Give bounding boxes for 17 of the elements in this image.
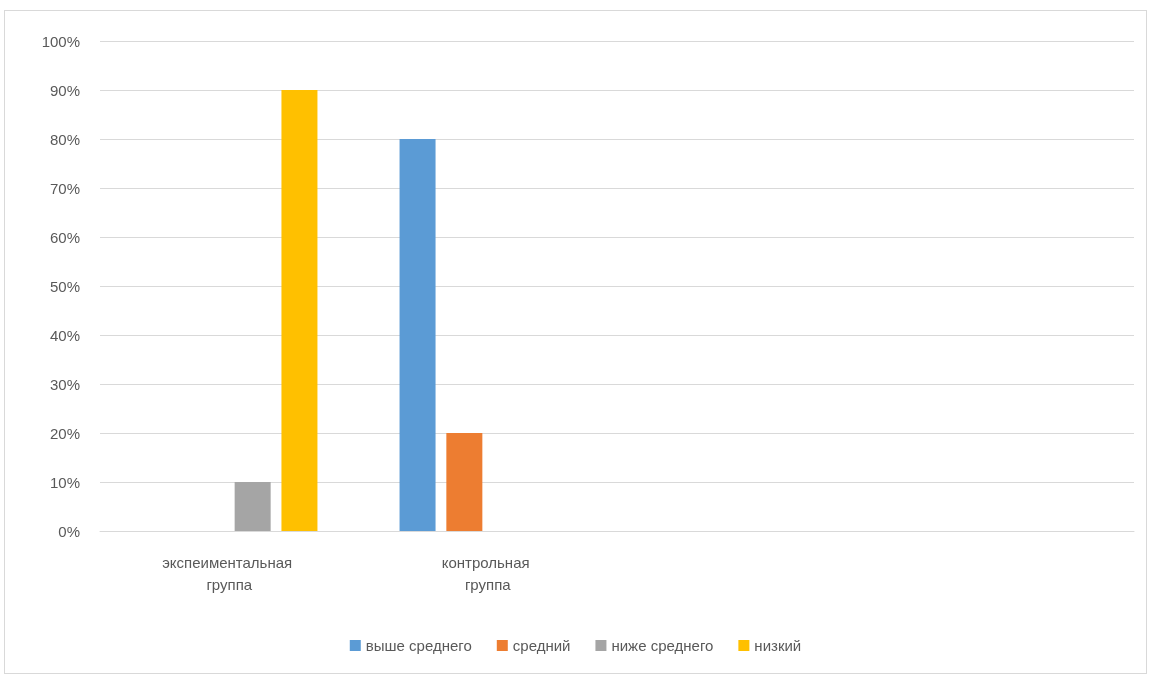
y-tick-label: 0% [58,522,80,540]
y-tick-label: 30% [49,375,80,393]
legend-label: средний [512,637,571,654]
y-tick-label: 70% [49,179,80,197]
x-tick-label: контрольная группа [441,553,534,593]
y-tick-label: 10% [49,473,80,491]
y-tick-label: 20% [49,424,80,442]
legend-label: низкий [754,637,802,654]
legend-label: выше среднего [365,637,472,654]
y-tick-label: 50% [49,277,80,295]
x-tick-label: экспеиментальная группа [162,553,297,593]
y-tick-label: 40% [49,326,80,344]
y-tick-label: 80% [49,130,80,148]
legend-label: ниже среднего [611,637,714,654]
y-tick-label: 60% [49,228,80,246]
y-tick-label: 90% [49,81,80,99]
y-tick-label: 100% [41,32,80,50]
